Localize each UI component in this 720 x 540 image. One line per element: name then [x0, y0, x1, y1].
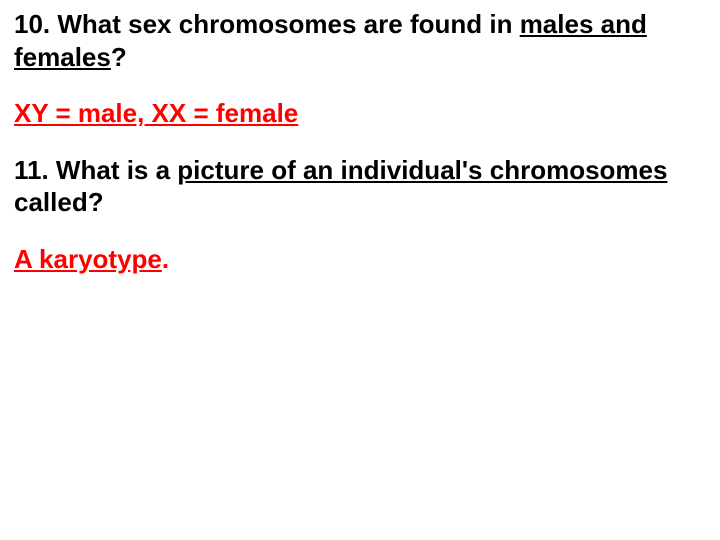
- answer-11-text-part-2: .: [162, 244, 169, 274]
- answer-11-text-part-1: A karyotype: [14, 244, 162, 274]
- question-11-text-part-1: 11. What is a: [14, 155, 177, 185]
- question-10-text-part-1: 10. What sex chromosomes are found in: [14, 9, 520, 39]
- answer-11: A karyotype.: [14, 243, 706, 276]
- question-10-text-part-3: ?: [111, 42, 127, 72]
- question-11-text-part-2: picture of an individual's chromosomes: [177, 155, 667, 185]
- answer-10: XY = male, XX = female: [14, 97, 706, 130]
- answer-10-text: XY = male, XX = female: [14, 98, 298, 128]
- question-10: 10. What sex chromosomes are found in ma…: [14, 8, 706, 73]
- question-11-text-part-3: called?: [14, 187, 104, 217]
- question-11: 11. What is a picture of an individual's…: [14, 154, 706, 219]
